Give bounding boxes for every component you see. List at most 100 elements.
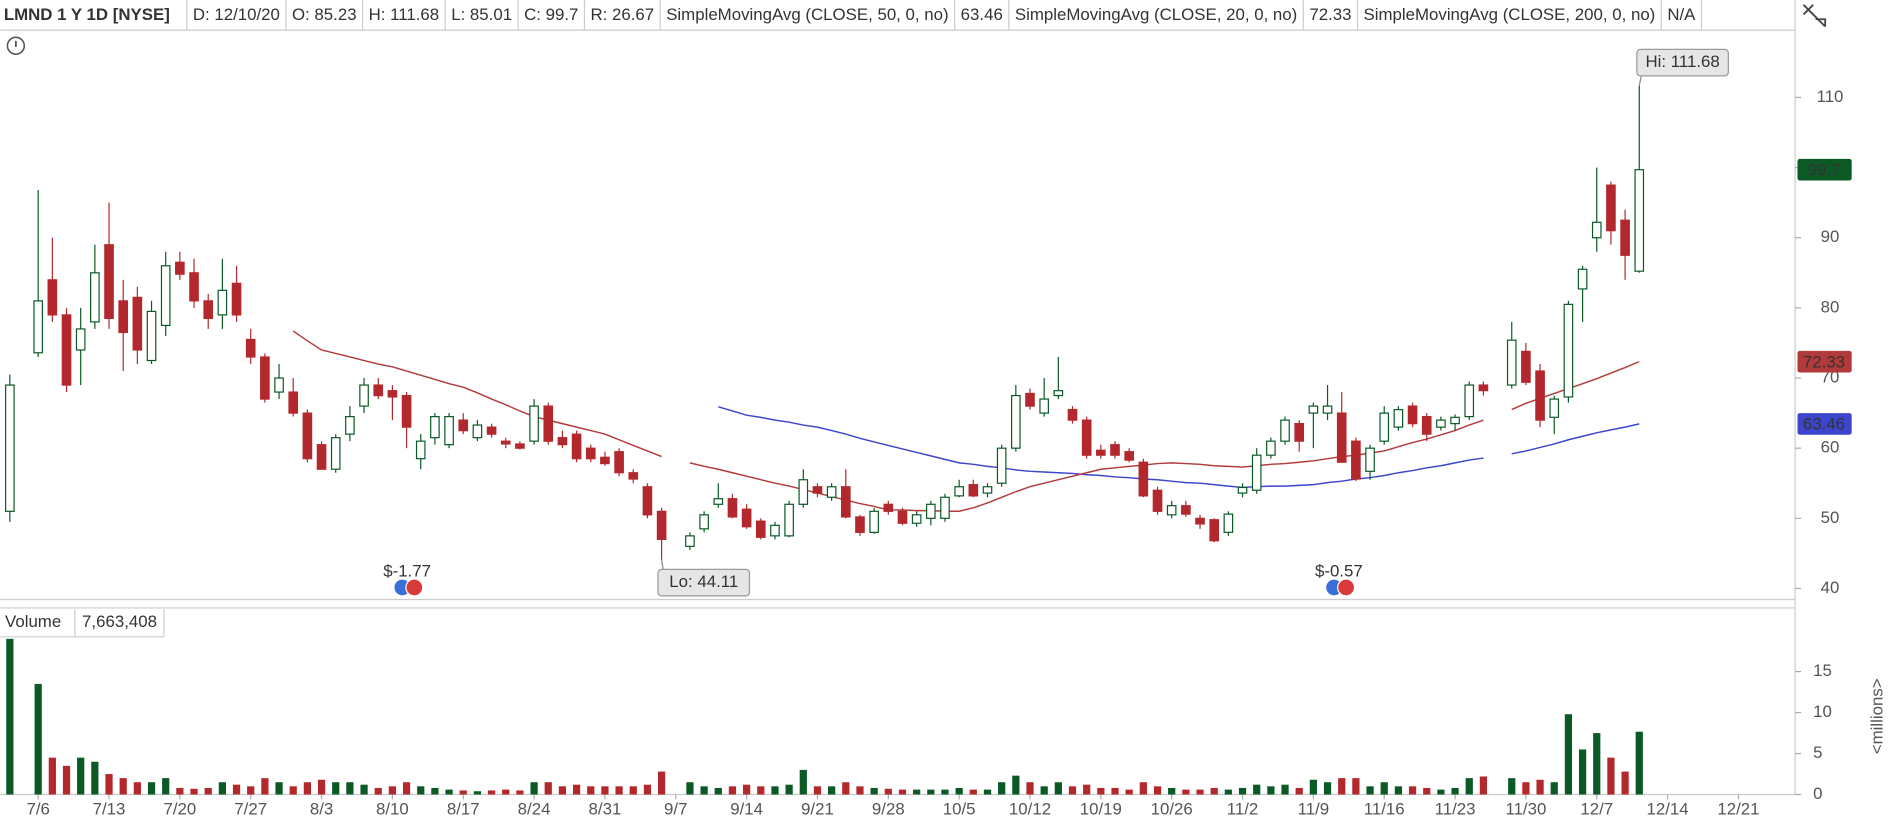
header-info: R: 26.67 bbox=[590, 5, 654, 24]
volume-bar bbox=[1451, 787, 1459, 795]
volume-bar bbox=[1607, 757, 1615, 795]
volume-bar bbox=[530, 782, 538, 795]
candle-body bbox=[713, 498, 724, 505]
header-info: O: 85.23 bbox=[292, 5, 357, 24]
candle-body bbox=[444, 416, 454, 446]
candle-body bbox=[217, 289, 228, 316]
header-info: C: 99.7 bbox=[524, 5, 578, 24]
candle-body bbox=[1138, 461, 1149, 497]
candle-body bbox=[1152, 489, 1163, 512]
volume-bar bbox=[1479, 776, 1488, 795]
earnings-label: $-1.77 bbox=[383, 561, 431, 580]
candle-body bbox=[1563, 303, 1574, 398]
volume-bar bbox=[1153, 786, 1162, 795]
x-tick-label: 10/26 bbox=[1151, 800, 1193, 819]
candle-body bbox=[1011, 394, 1021, 449]
candle-body bbox=[288, 391, 299, 414]
candle-body bbox=[5, 384, 15, 512]
candle-body bbox=[1407, 405, 1418, 425]
candle-body bbox=[500, 440, 511, 445]
volume-bar bbox=[587, 786, 595, 795]
volume-bar bbox=[261, 778, 269, 795]
candle-body bbox=[996, 447, 1007, 484]
candle-body bbox=[1308, 405, 1319, 414]
candle-body bbox=[316, 444, 327, 470]
candle-body bbox=[373, 384, 384, 397]
volume-bar bbox=[714, 787, 722, 795]
volume-bar bbox=[1238, 787, 1247, 795]
volume-bar bbox=[828, 786, 836, 795]
candle-body bbox=[642, 486, 653, 516]
volume-bar bbox=[176, 787, 184, 795]
volume-bar bbox=[955, 787, 963, 795]
volume-bar bbox=[686, 782, 694, 795]
volume-bar bbox=[657, 771, 666, 795]
volume-bar bbox=[813, 786, 822, 795]
volume-bar bbox=[445, 789, 453, 795]
volume-bar bbox=[1423, 787, 1431, 795]
volume-current: 7,663,408 bbox=[82, 612, 157, 631]
volume-bar bbox=[983, 789, 992, 795]
candle-body bbox=[1606, 184, 1616, 232]
x-tick-label: 11/23 bbox=[1435, 800, 1476, 819]
volume-bar bbox=[842, 782, 850, 795]
candle-body bbox=[926, 503, 936, 519]
candle-body bbox=[203, 300, 214, 320]
alert-icon[interactable] bbox=[6, 36, 26, 55]
candle-body bbox=[302, 412, 313, 460]
x-tick-label: 11/16 bbox=[1364, 800, 1405, 819]
volume-bar bbox=[771, 786, 779, 795]
candle-body bbox=[982, 486, 993, 494]
y-tick-label: 110 bbox=[1817, 87, 1844, 106]
candle-body bbox=[1251, 454, 1262, 491]
x-tick-label: 8/24 bbox=[518, 800, 551, 819]
volume-bar bbox=[388, 786, 397, 795]
y-tick-label: 60 bbox=[1821, 438, 1840, 457]
legend-value: 72.33 bbox=[1309, 5, 1351, 24]
candle-body bbox=[75, 328, 86, 351]
volume-bar bbox=[1380, 782, 1388, 795]
volume-bar bbox=[1437, 789, 1445, 795]
candle-body bbox=[132, 296, 143, 351]
volume-bar bbox=[558, 786, 567, 795]
volume-bar bbox=[1635, 731, 1643, 795]
x-tick-label: 9/14 bbox=[730, 800, 763, 819]
candle-body bbox=[798, 479, 809, 505]
x-tick-label: 7/6 bbox=[26, 800, 49, 819]
candle-body bbox=[486, 426, 497, 435]
candle-body bbox=[940, 496, 950, 519]
candle-body bbox=[840, 486, 851, 518]
volume-bar bbox=[1097, 787, 1105, 795]
callout-box bbox=[657, 568, 751, 597]
candle-body bbox=[727, 498, 738, 518]
candle-body bbox=[1237, 486, 1248, 494]
collapse-icon[interactable] bbox=[1802, 4, 1827, 28]
volume-tick-label: 5 bbox=[1813, 743, 1822, 762]
earnings-icon bbox=[1337, 578, 1356, 597]
volume-bar bbox=[346, 782, 354, 795]
legend-entry: SimpleMovingAvg (CLOSE, 20, 0, no) bbox=[1015, 5, 1297, 24]
candle-body bbox=[656, 510, 667, 540]
candle-body bbox=[1620, 219, 1630, 256]
volume-bar bbox=[1309, 779, 1317, 795]
candle-body bbox=[755, 520, 766, 538]
candle-body bbox=[1039, 398, 1049, 414]
candle-body bbox=[1081, 419, 1092, 456]
volume-bar bbox=[728, 786, 737, 795]
candle-body bbox=[189, 272, 199, 302]
volume-bar bbox=[162, 778, 170, 795]
price-badge bbox=[1797, 158, 1852, 181]
candle-body bbox=[472, 424, 483, 439]
volume-bar bbox=[799, 769, 807, 795]
candle-body bbox=[628, 472, 639, 480]
candle-body bbox=[415, 440, 426, 460]
y-tick-label: 80 bbox=[1821, 297, 1840, 316]
volume-bar bbox=[1168, 787, 1176, 795]
candle-body bbox=[1025, 392, 1035, 407]
candle-body bbox=[1450, 416, 1460, 425]
volume-bar bbox=[884, 788, 892, 795]
candle-body bbox=[1195, 517, 1205, 525]
candle-body bbox=[1591, 221, 1602, 239]
